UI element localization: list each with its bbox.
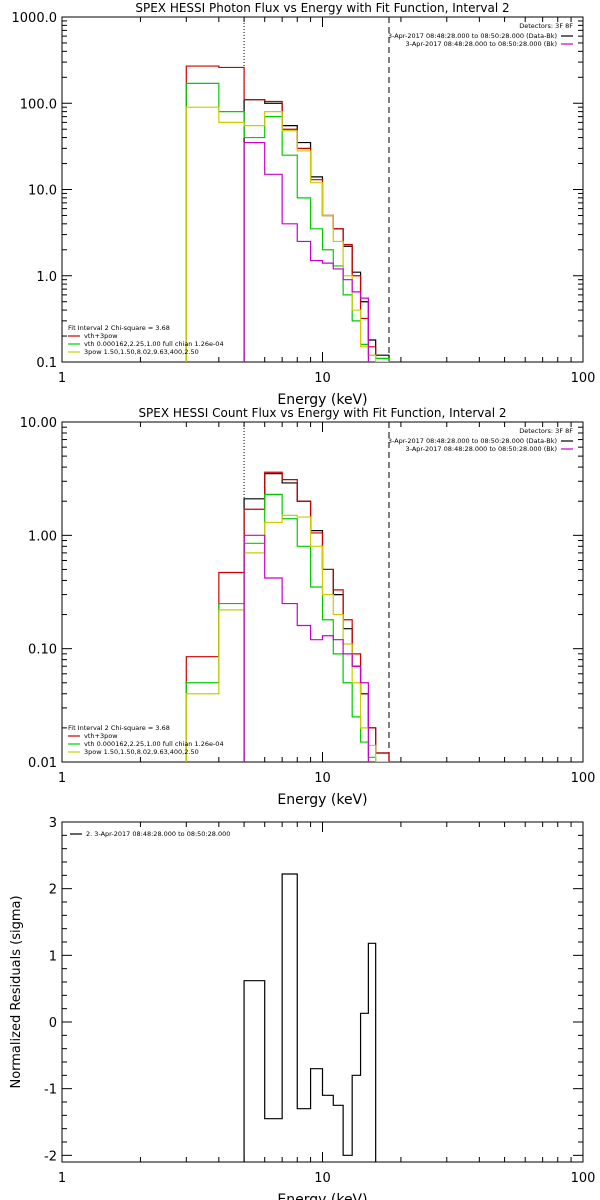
chart-3-frame <box>61 821 584 1163</box>
chart-2-data-area <box>185 471 390 762</box>
chart-3-x-tick-label: 1 <box>58 1171 66 1186</box>
chart-2-fit-legend-header: Fit Interval 2 Chi-square = 3.68 <box>68 724 170 732</box>
chart-3-legend-entry: 2. 3-Apr-2017 08:48:28.000 to 08:50:28.0… <box>86 830 230 838</box>
chart-1-fit-legend-entry: 3pow 1.50,1.50,8.02,9.63,400,2.50 <box>84 348 199 356</box>
chart-1-y-tick-label: 10.0 <box>28 184 57 199</box>
chart-2-y-tick-label: 1.00 <box>28 529 57 544</box>
chart-2-x-tick-label: 1 <box>58 771 66 786</box>
chart-1-x-axis-label: Energy (keV) <box>277 392 367 408</box>
chart-1-y-tick-label: 1000.0 <box>12 11 58 26</box>
chart-2-x-tick-label: 10 <box>314 771 331 786</box>
chart-1-y-tick-label: 1.0 <box>36 270 57 285</box>
chart-3-y-tick-label: 0 <box>49 1016 57 1031</box>
chart-1-legend-entry: 3-Apr-2017 08:48:28.000 to 08:50:28.000 … <box>388 32 557 40</box>
chart-1-fit-legend-entry: vth 0.000162,2.25,1.00 full chian 1.26e-… <box>84 340 224 348</box>
chart-3-data-area <box>243 873 377 1162</box>
chart-3-y-tick-label: 2 <box>49 883 57 898</box>
chart-1-series-vth-3pow <box>185 65 390 362</box>
chart-3-x-tick-label: 10 <box>314 1171 331 1186</box>
chart-2-y-tick-label: 10.00 <box>20 416 57 431</box>
chart-1-x-tick-label: 100 <box>571 371 596 386</box>
chart-3-x-axis-label: Energy (keV) <box>277 1192 367 1200</box>
chart-3-y-axis-label: Normalized Residuals (sigma) <box>9 895 24 1088</box>
chart-1-series-data-bk <box>243 99 390 362</box>
chart-1-title: SPEX HESSI Photon Flux vs Energy with Fi… <box>135 1 509 15</box>
chart-3-y-tick-label: 3 <box>49 816 57 831</box>
chart-1-y-tick-label: 0.1 <box>36 356 57 371</box>
chart-2-fit-legend-entry: vth+3pow <box>84 732 118 740</box>
chart-3-y-tick-label: -2 <box>44 1149 57 1164</box>
chart-1-data-area <box>185 65 390 362</box>
chart-1-fit-legend-entry: vth+3pow <box>84 332 118 340</box>
chart-2-y-tick-label: 0.01 <box>28 756 57 771</box>
chart-3-x-tick-label: 100 <box>571 1171 596 1186</box>
chart-2-fit-legend-entry: vth 0.000162,2.25,1.00 full chian 1.26e-… <box>84 740 224 748</box>
chart-2-legend-entry: 3-Apr-2017 08:48:28.000 to 08:50:28.000 … <box>406 445 557 453</box>
chart-2-x-tick-label: 100 <box>571 771 596 786</box>
chart-1-series-3pow <box>185 106 389 362</box>
chart-2-legend-entry: 3-Apr-2017 08:48:28.000 to 08:50:28.000 … <box>388 437 557 445</box>
chart-2-x-axis-label: Energy (keV) <box>277 792 367 808</box>
chart-1-y-tick-label: 100.0 <box>20 97 57 112</box>
chart-3-residual-series <box>243 873 377 1162</box>
chart-2-legend-header: Detectors: 3F 8F <box>519 427 573 435</box>
chart-2-title: SPEX HESSI Count Flux vs Energy with Fit… <box>138 406 506 420</box>
chart-1-series-bk <box>243 141 369 362</box>
chart-1-legend-header: Detectors: 3F 8F <box>519 22 573 30</box>
chart-2-series-bk <box>243 534 369 762</box>
chart-2-series-data-bk <box>243 473 390 762</box>
chart-2-series-vth <box>185 493 389 762</box>
chart-2-y-tick-label: 0.10 <box>28 643 57 658</box>
chart-2-series-3pow <box>185 514 389 762</box>
chart-3-y-tick-label: -1 <box>44 1083 57 1098</box>
chart-2-fit-legend-entry: 3pow 1.50,1.50,8.02,9.63,400,2.50 <box>84 748 199 756</box>
chart-1-x-tick-label: 10 <box>314 371 331 386</box>
chart-1-legend-entry: 3-Apr-2017 08:48:28.000 to 08:50:28.000 … <box>406 40 557 48</box>
chart-1-fit-legend-header: Fit Interval 2 Chi-square = 3.68 <box>68 324 170 332</box>
chart-1-x-tick-label: 1 <box>58 371 66 386</box>
chart-3-y-tick-label: 1 <box>49 949 57 964</box>
